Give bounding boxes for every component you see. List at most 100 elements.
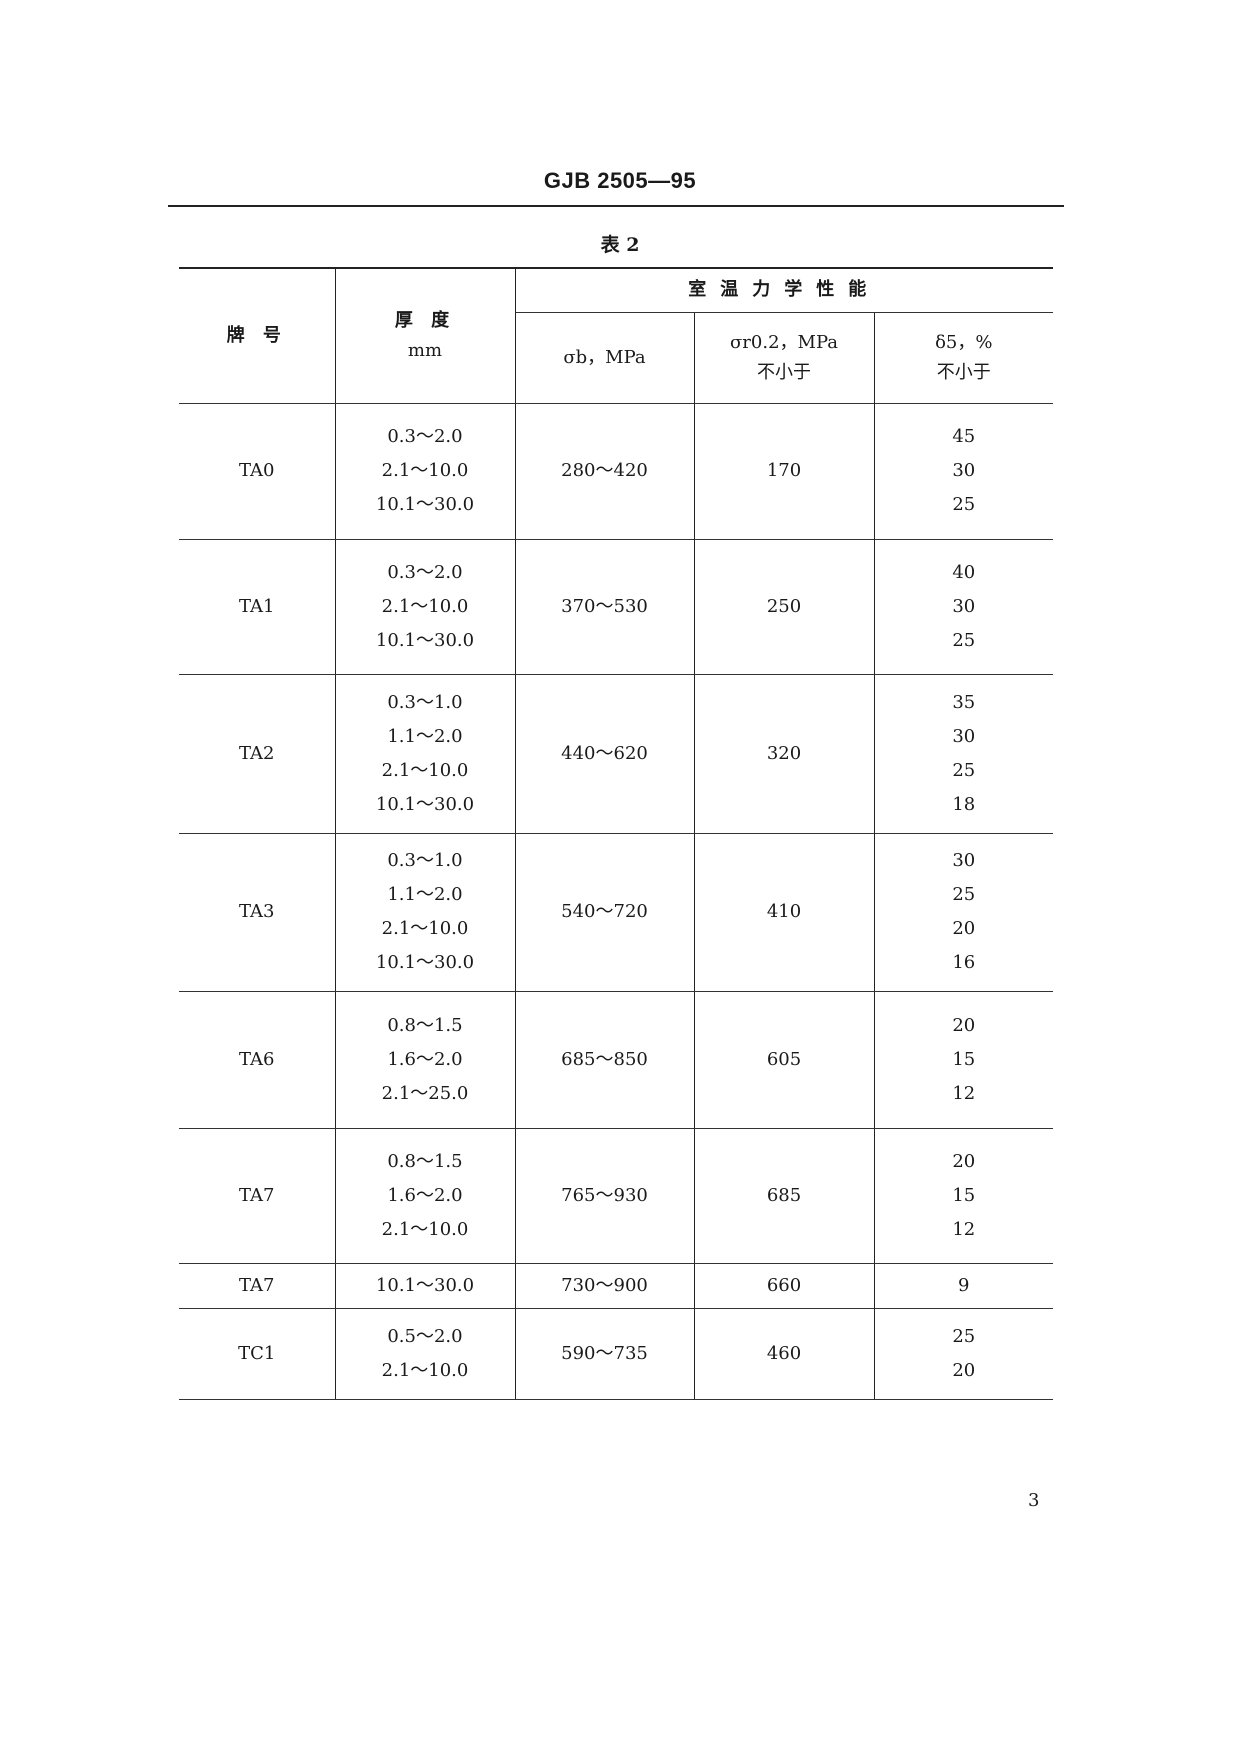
cell-grade: TA1: [179, 539, 336, 675]
cell-thickness-line: 0.5～2.0: [387, 1325, 463, 1347]
cell-thickness-line: 10.1～30.0: [375, 952, 475, 973]
cell-thickness: 0.3～1.0 1.1～2.0 2.1～10.0 10.1～30.0: [334, 833, 516, 992]
header-elongation: δ5，% 不小于: [873, 312, 1054, 404]
cell-elongation-line: 30: [952, 725, 976, 747]
cell-elongation: 35 30 25 18: [873, 674, 1054, 834]
table-row: TA0 0.3～2.0 2.1～10.0 10.1～30.0 280～420 170 45 3…: [179, 403, 1054, 540]
table-caption: 表 2: [600, 234, 640, 256]
cell-thickness-line: 2.1～10.0: [381, 1359, 469, 1381]
cell-elongation-line: 30: [952, 595, 976, 617]
table-row: TA1 0.3～2.0 2.1～10.0 10.1～30.0 370～530 250 40 3…: [179, 539, 1054, 675]
cell-yield: 320: [693, 674, 875, 834]
cell-thickness-line: 0.3～2.0: [387, 426, 463, 447]
cell-elongation: 20 15 12: [873, 991, 1054, 1129]
header-yield: σr0.2，MPa 不小于: [693, 312, 875, 404]
cell-grade: TA0: [179, 403, 336, 540]
cell-thickness-line: 10.1～30.0: [375, 629, 475, 651]
cell-elongation-line: 18: [952, 793, 976, 815]
cell-elongation: 9: [873, 1263, 1054, 1309]
cell-thickness-line: 2.1～25.0: [381, 1082, 469, 1104]
cell-elongation-line: 12: [952, 1082, 976, 1104]
header-yield-note: 不小于: [757, 361, 811, 383]
cell-thickness-line: 0.3～1.0: [387, 691, 463, 713]
cell-thickness-line: 10.1～30.0: [375, 1274, 475, 1296]
header-grade: 牌 号: [179, 267, 336, 404]
cell-thickness-line: 2.1～10.0: [381, 595, 469, 617]
cell-tensile: 280～420: [514, 403, 695, 540]
cell-elongation: 30 25 20 16: [873, 833, 1054, 992]
cell-thickness-line: 0.8～1.5: [387, 1014, 463, 1036]
header-room-temp-properties: 室温力学性能: [514, 267, 1054, 313]
cell-elongation: 45 30 25: [873, 403, 1054, 540]
header-thickness: 厚 度 mm: [334, 267, 516, 404]
cell-yield: 460: [693, 1308, 875, 1400]
cell-thickness-line: 0.3～1.0: [387, 850, 463, 871]
cell-elongation-line: 25: [952, 629, 976, 651]
cell-thickness-line: 0.8～1.5: [387, 1150, 463, 1172]
header-thickness-unit: mm: [407, 339, 443, 361]
cell-elongation-line: 12: [952, 1218, 976, 1240]
header-tensile: σb，MPa: [515, 312, 695, 404]
cell-elongation: 20 15 12: [873, 1128, 1054, 1264]
cell-tensile: 440～620: [514, 674, 695, 834]
cell-thickness-line: 2.1～10.0: [381, 460, 469, 481]
cell-yield: 250: [693, 539, 875, 675]
cell-grade: TC1: [179, 1308, 336, 1400]
cell-yield: 660: [693, 1263, 875, 1309]
page-number: 3: [1028, 1490, 1040, 1511]
cell-elongation-line: 20: [952, 1150, 976, 1172]
cell-elongation-line: 15: [952, 1184, 976, 1206]
table-row: TA2 0.3～1.0 1.1～2.0 2.1～10.0 10.1～30.0 440～62…: [179, 674, 1054, 834]
cell-elongation-line: 25: [952, 759, 976, 781]
cell-grade: TA6: [179, 991, 336, 1129]
cell-elongation-line: 20: [952, 918, 976, 939]
table-row: TA3 0.3～1.0 1.1～2.0 2.1～10.0 10.1～30.0 540～72…: [179, 833, 1054, 992]
cell-tensile: 730～900: [514, 1263, 695, 1309]
cell-elongation-line: 9: [958, 1274, 970, 1296]
cell-elongation-line: 25: [952, 1325, 976, 1347]
cell-grade: TA2: [179, 674, 336, 834]
cell-elongation-line: 40: [952, 561, 976, 583]
cell-thickness: 0.8～1.5 1.6～2.0 2.1～10.0: [334, 1128, 516, 1264]
cell-thickness: 0.3～2.0 2.1～10.0 10.1～30.0: [334, 403, 516, 540]
cell-elongation-line: 30: [952, 460, 976, 481]
document-id: GJB 2505—95: [543, 168, 697, 193]
cell-grade: TA7: [179, 1263, 336, 1309]
cell-elongation-line: 16: [952, 952, 976, 973]
cell-elongation-line: 20: [952, 1014, 976, 1036]
cell-grade: TA7: [179, 1128, 336, 1264]
cell-thickness: 0.3～2.0 2.1～10.0 10.1～30.0: [334, 539, 516, 675]
table-row: TA7 0.8～1.5 1.6～2.0 2.1～10.0 765～930 685 20 15 1…: [179, 1128, 1054, 1264]
cell-thickness-line: 2.1～10.0: [381, 918, 469, 939]
cell-thickness-line: 10.1～30.0: [375, 793, 475, 815]
cell-thickness-line: 0.3～2.0: [387, 561, 463, 583]
cell-yield: 685: [693, 1128, 875, 1264]
cell-yield: 410: [693, 833, 875, 992]
cell-thickness-line: 10.1～30.0: [375, 494, 475, 515]
cell-thickness-line: 1.6～2.0: [387, 1184, 463, 1206]
cell-tensile: 765～930: [514, 1128, 695, 1264]
cell-elongation-line: 20: [952, 1359, 976, 1381]
header-yield-label: σr0.2，MPa: [730, 331, 838, 353]
cell-tensile: 540～720: [514, 833, 695, 992]
cell-tensile: 590～735: [514, 1308, 695, 1400]
cell-grade: TA3: [179, 833, 336, 992]
cell-thickness: 0.8～1.5 1.6～2.0 2.1～25.0: [334, 991, 516, 1129]
cell-tensile: 370～530: [514, 539, 695, 675]
cell-thickness-line: 1.1～2.0: [387, 725, 463, 747]
properties-table: 牌 号 厚 度 mm 室温力学性能 σb，MPa σr0.2，MPa 不小于 δ…: [179, 267, 1054, 1400]
header-rule: [168, 205, 1064, 207]
cell-thickness-line: 1.1～2.0: [387, 884, 463, 905]
cell-thickness: 0.5～2.0 2.1～10.0: [334, 1308, 516, 1400]
header-thickness-label: 厚 度: [394, 309, 456, 331]
table-row: TA7 10.1～30.0 730～900 660 9: [179, 1263, 1054, 1309]
table-row: TA6 0.8～1.5 1.6～2.0 2.1～25.0 685～850 605 20 15 1…: [179, 991, 1054, 1129]
cell-tensile: 685～850: [514, 991, 695, 1129]
cell-yield: 605: [693, 991, 875, 1129]
table-row: TC1 0.5～2.0 2.1～10.0 590～735 460 25 20: [179, 1308, 1054, 1400]
cell-elongation-line: 35: [952, 691, 976, 713]
cell-elongation-line: 15: [952, 1048, 976, 1070]
cell-elongation-line: 45: [952, 426, 976, 447]
cell-thickness-line: 2.1～10.0: [381, 759, 469, 781]
cell-elongation-line: 30: [952, 850, 976, 871]
